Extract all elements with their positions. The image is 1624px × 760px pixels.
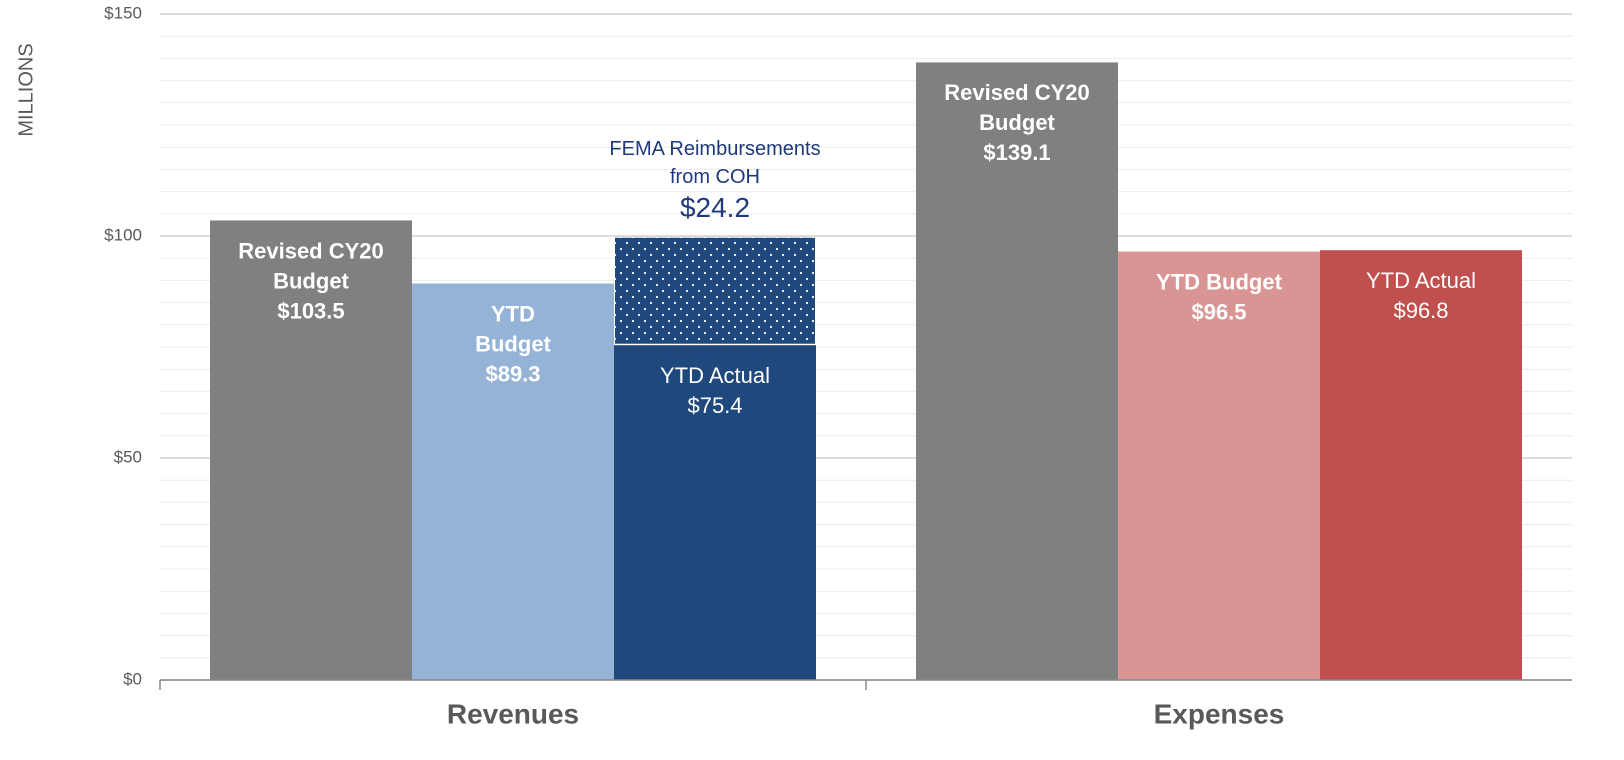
- bar-value-label: $139.1: [983, 140, 1050, 165]
- stack-value-label: $24.2: [680, 192, 750, 223]
- bar-label: Budget: [273, 268, 349, 293]
- bar: [1320, 250, 1522, 680]
- bar-label: YTD Budget: [1156, 269, 1283, 294]
- stack-segment: [615, 237, 815, 344]
- bar: [614, 345, 816, 680]
- y-tick-label: $0: [123, 669, 142, 688]
- bar-label: Revised CY20: [238, 238, 384, 263]
- bar-value-label: $96.8: [1393, 298, 1448, 323]
- bar-label: YTD: [491, 301, 535, 326]
- category-label: Revenues: [447, 698, 579, 729]
- category-label: Expenses: [1154, 698, 1285, 729]
- bar-label: YTD Actual: [1366, 268, 1476, 293]
- y-tick-label: $50: [114, 447, 142, 466]
- y-axis-label: MILLIONS: [15, 43, 37, 136]
- bar-label: Revised CY20: [944, 80, 1090, 105]
- stack-label: from COH: [670, 166, 760, 188]
- bar-label: Budget: [475, 331, 551, 356]
- stack-label: FEMA Reimbursements: [609, 138, 820, 160]
- bar-value-label: $103.5: [277, 298, 344, 323]
- bar-label: Budget: [979, 110, 1055, 135]
- bar-value-label: $75.4: [687, 393, 742, 418]
- y-tick-label: $100: [104, 225, 142, 244]
- bar-value-label: $89.3: [485, 361, 540, 386]
- bar-label: YTD Actual: [660, 363, 770, 388]
- y-tick-label: $150: [104, 3, 142, 22]
- bar: [210, 220, 412, 680]
- bar: [412, 283, 614, 680]
- bar-value-label: $96.5: [1191, 299, 1246, 324]
- bar: [916, 62, 1118, 681]
- bar: [1118, 251, 1320, 681]
